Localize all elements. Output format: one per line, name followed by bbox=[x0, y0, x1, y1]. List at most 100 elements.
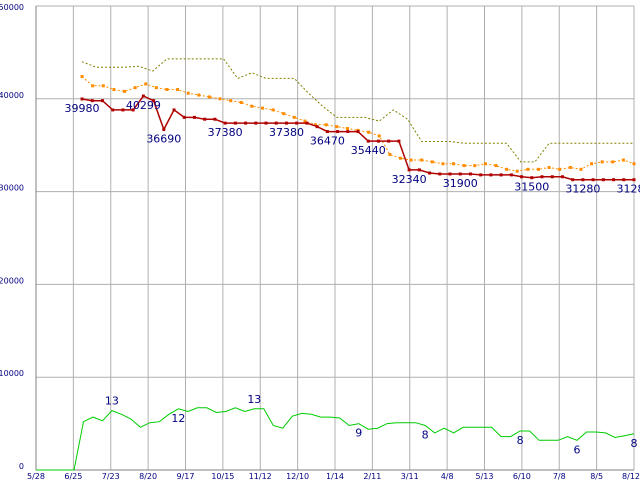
series-1-point bbox=[536, 167, 540, 171]
series-2-point bbox=[213, 117, 217, 121]
series-2-point bbox=[458, 172, 462, 176]
x-tick-label: 1/14 bbox=[326, 472, 344, 480]
data-label: 6 bbox=[574, 443, 581, 456]
series-1-point bbox=[80, 75, 84, 79]
x-axis-ticks: 5/28 6/25 7/23 8/20 9/17 10/15 11/12 12/10 1/14 2… bbox=[27, 472, 640, 480]
series-2-point bbox=[376, 139, 380, 143]
series-2-point bbox=[356, 130, 360, 134]
data-label: 31280 bbox=[565, 183, 600, 196]
series-1-point bbox=[229, 99, 233, 103]
series-2-point bbox=[550, 175, 554, 179]
data-label: 31280 bbox=[617, 183, 640, 196]
series-2-point bbox=[100, 99, 104, 103]
series-2-point bbox=[131, 108, 135, 112]
series-1-point bbox=[388, 152, 392, 156]
series-2-point bbox=[468, 172, 472, 176]
series-2-point bbox=[336, 130, 340, 134]
series-1-point bbox=[462, 164, 466, 168]
series-2-point bbox=[325, 130, 329, 134]
data-label: 31500 bbox=[514, 181, 549, 194]
series-1-point bbox=[271, 108, 275, 112]
series-1-point bbox=[91, 84, 95, 88]
series-2-point bbox=[520, 175, 524, 179]
series-2-point bbox=[233, 121, 237, 125]
x-tick-label: 6/10 bbox=[513, 472, 531, 480]
series-1-point bbox=[123, 89, 127, 93]
data-label: 37380 bbox=[269, 126, 304, 139]
series-1-point bbox=[250, 104, 254, 108]
x-tick-label: 10/15 bbox=[211, 472, 234, 480]
series-1-point bbox=[367, 130, 371, 134]
series-2-point bbox=[315, 125, 319, 129]
series-1-point bbox=[345, 126, 349, 130]
series-1-point bbox=[282, 112, 286, 116]
series-2-point bbox=[489, 173, 493, 177]
data-label: 35440 bbox=[351, 144, 386, 157]
series-2-point bbox=[540, 175, 544, 179]
series-1-point bbox=[494, 164, 498, 168]
series-2-point bbox=[366, 139, 370, 143]
series-2-point bbox=[601, 178, 605, 182]
data-label: 13 bbox=[105, 395, 119, 408]
series-2-point bbox=[244, 121, 248, 125]
series-group bbox=[36, 58, 636, 471]
series-2-point bbox=[111, 108, 115, 112]
grid bbox=[35, 5, 635, 471]
data-label: 8 bbox=[517, 434, 524, 447]
series-2-point bbox=[182, 115, 186, 119]
x-tick-label: 2/11 bbox=[363, 472, 381, 480]
series-1-point bbox=[430, 160, 434, 164]
series-2-point bbox=[448, 172, 452, 176]
series-1-point bbox=[558, 167, 562, 171]
y-tick-label: 40000 bbox=[0, 91, 24, 100]
series-1-point bbox=[579, 167, 583, 171]
series-2-point bbox=[172, 108, 176, 112]
y-tick-label: 0 bbox=[19, 462, 24, 471]
series-2-point bbox=[581, 178, 585, 182]
series-2-point bbox=[203, 117, 207, 121]
series-1-point bbox=[473, 164, 477, 168]
series-1-point bbox=[133, 86, 137, 90]
series-2-point bbox=[295, 121, 299, 125]
series-2-point bbox=[591, 178, 595, 182]
series-1-point bbox=[176, 88, 180, 92]
series-2-point bbox=[223, 121, 227, 125]
series-2-point bbox=[499, 173, 503, 177]
series-1-point bbox=[207, 95, 211, 99]
series-2-point bbox=[417, 168, 421, 172]
series-1-point bbox=[324, 123, 328, 127]
series-2-point bbox=[121, 108, 125, 112]
series-2-point bbox=[90, 99, 94, 103]
series-1-point bbox=[144, 82, 148, 86]
series-2-point bbox=[632, 178, 636, 182]
series-1-point bbox=[186, 91, 190, 95]
data-label: 36690 bbox=[146, 133, 181, 146]
series-2-point bbox=[560, 175, 564, 179]
series-1-point bbox=[632, 162, 636, 166]
series-1-point bbox=[239, 101, 243, 105]
series-1-point bbox=[303, 119, 307, 123]
series-1-point bbox=[112, 88, 116, 92]
series-1-point bbox=[505, 167, 509, 171]
data-label: 8 bbox=[631, 437, 638, 450]
series-2-point bbox=[192, 115, 196, 119]
x-tick-label: 8/20 bbox=[139, 472, 157, 480]
series-1-point bbox=[260, 106, 264, 110]
series-2-point bbox=[162, 128, 166, 132]
series-1-point bbox=[452, 162, 456, 166]
series-2-point bbox=[612, 178, 616, 182]
series-2-point bbox=[509, 173, 513, 177]
data-labels: 39980 40299 36690 37380 37380 36470 35440 32340… bbox=[65, 99, 640, 456]
data-label: 13 bbox=[247, 393, 261, 406]
series-2-point bbox=[530, 176, 534, 180]
series-1-point bbox=[590, 162, 594, 166]
series-1-point bbox=[154, 86, 158, 90]
series-2-point bbox=[407, 168, 411, 172]
data-label: 32340 bbox=[392, 173, 427, 186]
series-2-point bbox=[571, 178, 575, 182]
series-1-point bbox=[335, 125, 339, 129]
x-tick-label: 8/5 bbox=[590, 472, 603, 480]
data-label: 31900 bbox=[443, 177, 478, 190]
